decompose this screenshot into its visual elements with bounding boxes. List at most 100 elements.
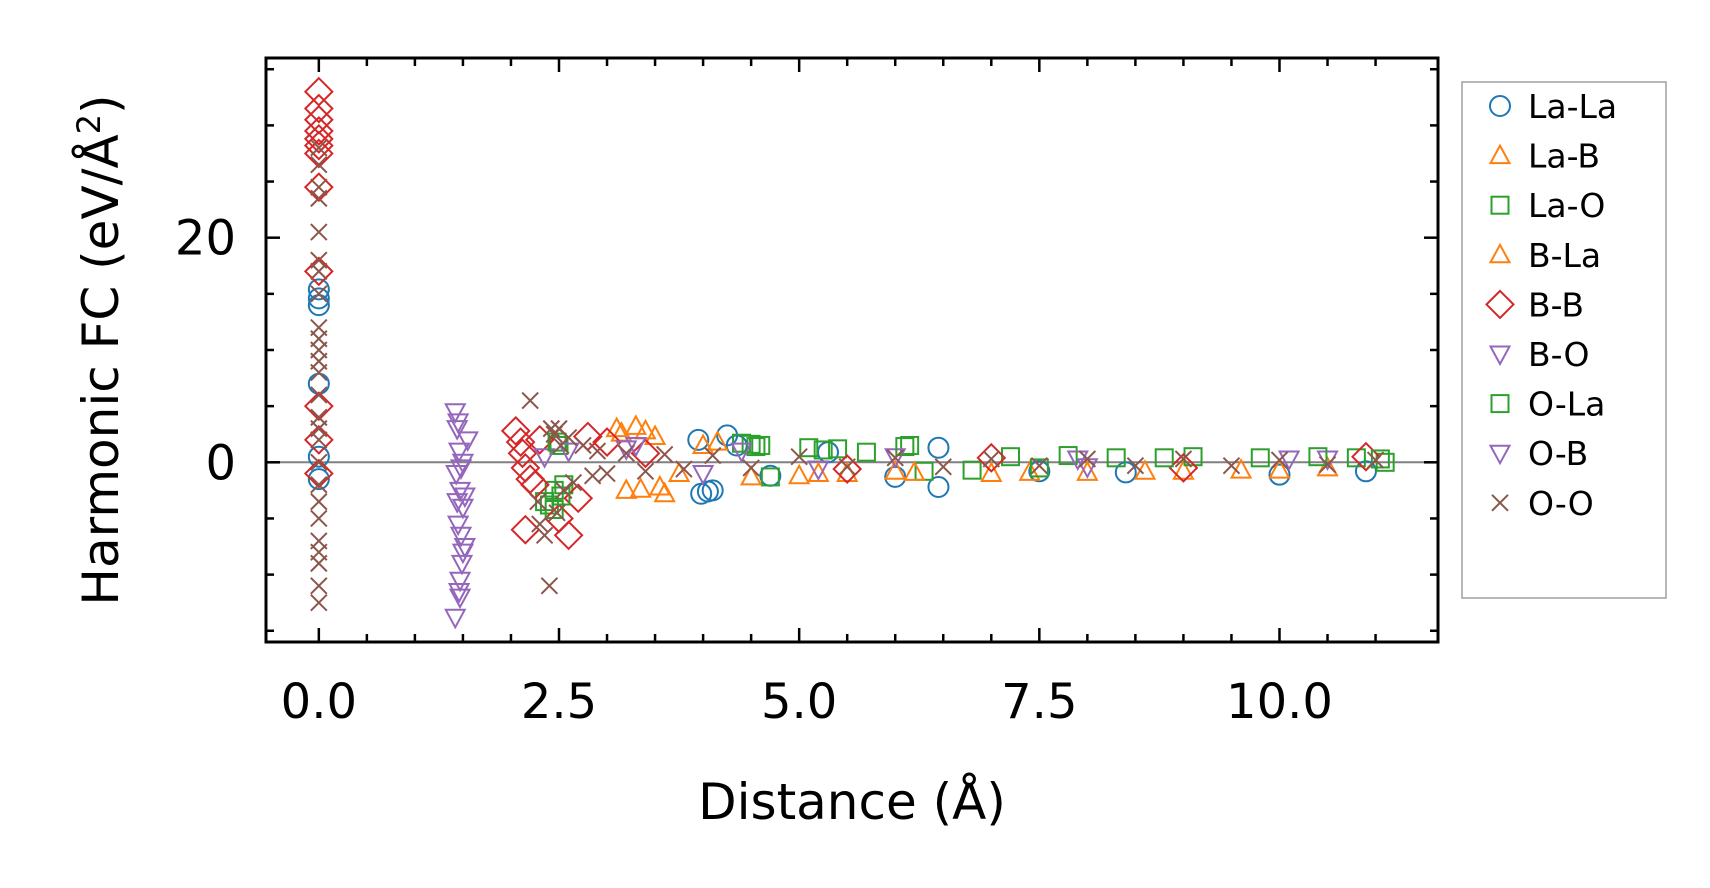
series-o-o xyxy=(310,139,1385,612)
data-point-b-b xyxy=(303,130,334,161)
data-point-o-la xyxy=(746,437,766,457)
legend-label: O-O xyxy=(1528,484,1594,523)
data-point-o-o xyxy=(310,262,328,281)
data-point-o-o xyxy=(1030,456,1049,475)
data-point-b-b xyxy=(515,464,546,495)
data-point-o-b xyxy=(1277,450,1301,472)
data-point-b-o xyxy=(447,442,471,464)
data-point-la-b xyxy=(653,481,676,503)
data-point-b-b xyxy=(303,123,334,154)
data-point-la-o xyxy=(549,435,569,455)
data-point-la-o xyxy=(1058,446,1078,466)
data-point-la-b xyxy=(980,461,1003,483)
data-point-o-o xyxy=(703,446,722,465)
legend-entries: La-La La-B La-O B-La B-B B-O O-La O-B O-O xyxy=(1485,87,1617,523)
legend-entry-o-la: O-La xyxy=(1490,385,1605,424)
x-tick-label: 2.5 xyxy=(521,674,597,730)
legend-marker xyxy=(1488,242,1512,264)
data-point-la-o xyxy=(1250,448,1270,468)
data-point-b-o xyxy=(448,481,472,503)
legend-entry-b-la: B-La xyxy=(1488,236,1601,275)
data-point-b-b xyxy=(303,104,334,135)
data-point-o-o xyxy=(310,386,328,404)
data-point-o-o xyxy=(636,462,655,480)
data-point-la-b xyxy=(615,478,638,499)
data-point-o-o xyxy=(310,285,328,303)
legend-marker xyxy=(1488,345,1512,367)
legend-label: B-B xyxy=(1528,285,1584,324)
legend-entry-la-o: La-O xyxy=(1490,186,1605,225)
data-point-o-o xyxy=(310,189,328,208)
data-point-b-o xyxy=(445,420,469,441)
data-point-la-o xyxy=(760,467,780,487)
data-point-la-b xyxy=(1172,459,1195,480)
data-point-o-b xyxy=(624,436,648,458)
data-point-la-b xyxy=(667,461,691,483)
data-point-b-la xyxy=(903,460,926,481)
legend-marker xyxy=(1491,494,1509,512)
data-point-la-b xyxy=(629,477,652,498)
data-point-b-b xyxy=(500,415,531,446)
data-point-la-b xyxy=(787,463,811,485)
legend-entry-b-b: B-B xyxy=(1485,285,1584,324)
data-point-b-o xyxy=(448,571,472,593)
data-point-o-o xyxy=(310,577,328,595)
data-point-la-o xyxy=(799,438,819,458)
data-point-o-o xyxy=(310,554,328,573)
data-point-b-b xyxy=(303,458,334,489)
data-point-b-o xyxy=(444,608,467,630)
data-point-b-b xyxy=(303,93,334,124)
data-point-o-o xyxy=(617,444,635,463)
data-point-b-o xyxy=(449,526,473,548)
y-tick-label: 20 xyxy=(175,211,236,267)
data-point-o-o xyxy=(1222,456,1241,475)
data-point-o-o xyxy=(982,450,1001,468)
legend-entry-la-b: La-B xyxy=(1488,137,1600,176)
data-point-b-b xyxy=(303,424,334,455)
legend-entry-la-la: La-La xyxy=(1489,87,1617,126)
y-tick-label: 0 xyxy=(205,435,236,491)
data-point-o-o xyxy=(310,509,328,528)
legend-marker xyxy=(1490,195,1510,215)
data-point-la-la xyxy=(927,436,950,459)
data-point-b-b xyxy=(303,256,334,287)
data-point-b-b xyxy=(832,454,863,484)
data-point-o-o xyxy=(1126,456,1145,475)
data-point-o-o xyxy=(564,473,583,492)
x-tick-label: 0.0 xyxy=(281,674,357,730)
legend-label: O-La xyxy=(1528,385,1605,424)
data-point-o-o xyxy=(310,431,328,449)
legend-label: La-B xyxy=(1528,137,1600,176)
data-point-o-b xyxy=(446,413,470,434)
data-point-la-la xyxy=(307,468,330,491)
legend-marker xyxy=(1488,143,1512,165)
data-point-b-b xyxy=(507,438,538,469)
data-point-b-b xyxy=(630,438,661,469)
data-point-o-la xyxy=(895,437,915,457)
data-point-b-o xyxy=(533,448,556,469)
data-point-o-o xyxy=(542,419,561,438)
data-point-b-o xyxy=(444,403,467,424)
data-point-o-la xyxy=(1154,448,1174,468)
data-point-la-b xyxy=(643,424,667,445)
data-point-o-b xyxy=(449,459,473,481)
series-o-b xyxy=(445,413,1301,610)
data-point-b-b xyxy=(592,427,622,458)
data-point-b-o xyxy=(615,440,638,461)
legend-marker xyxy=(1485,289,1515,320)
x-tick-label: 7.5 xyxy=(1001,674,1077,730)
data-point-o-o xyxy=(310,593,328,612)
data-point-la-b xyxy=(624,414,648,435)
data-point-o-o xyxy=(1318,455,1337,474)
data-point-la-o xyxy=(856,442,876,462)
data-point-o-o xyxy=(1366,451,1385,469)
data-point-o-o xyxy=(1270,451,1289,469)
data-point-la-o xyxy=(1001,447,1021,467)
data-point-o-o xyxy=(655,445,674,464)
data-point-b-o xyxy=(446,515,470,537)
data-point-o-o xyxy=(310,223,328,241)
data-point-b-b xyxy=(303,172,334,203)
x-tick-label: 5.0 xyxy=(761,674,837,730)
y-axis-title: Harmonic FC (eV/Å2) xyxy=(70,94,130,605)
data-point-o-o xyxy=(886,449,904,467)
